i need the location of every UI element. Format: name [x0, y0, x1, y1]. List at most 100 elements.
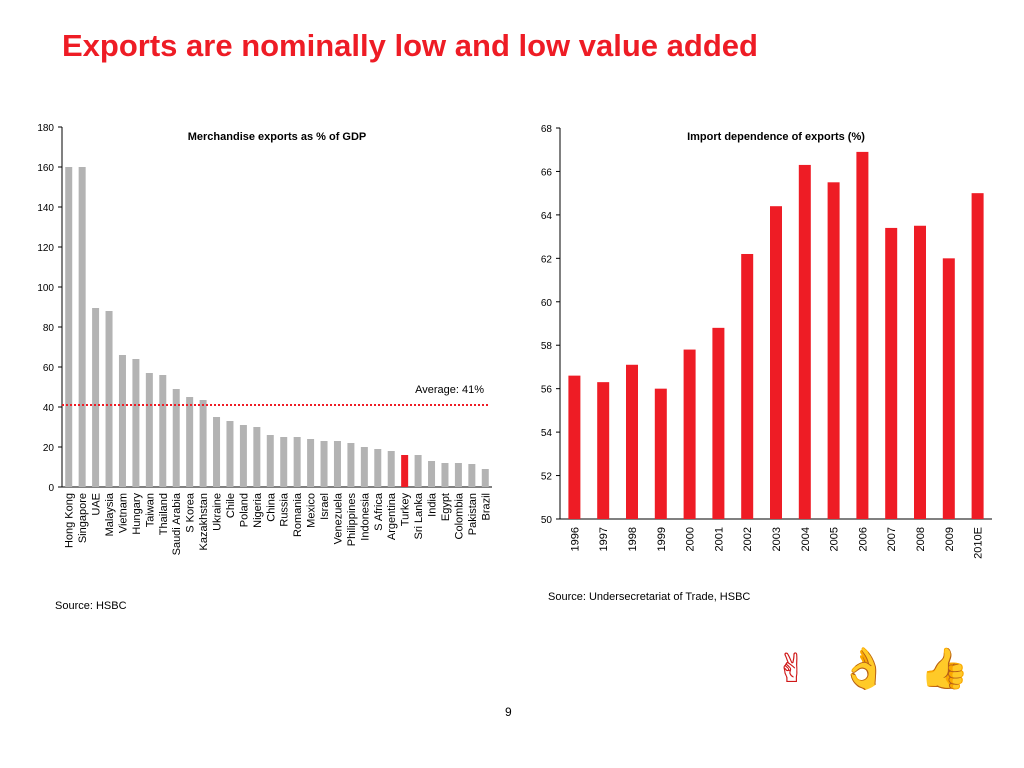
- x-tick-label: Hong Kong: [64, 493, 76, 548]
- y-tick-label: 0: [48, 483, 54, 494]
- y-tick-label: 60: [541, 298, 553, 309]
- bar-kazakhstan: [199, 400, 207, 487]
- x-tick-label: Taiwan: [144, 493, 156, 527]
- x-tick-label: 2003: [771, 527, 783, 551]
- bar-2003: [770, 206, 782, 519]
- y-tick-label: 66: [541, 167, 553, 178]
- y-tick-label: 120: [37, 243, 54, 254]
- bar-2006: [856, 151, 869, 519]
- thumbs-up-icon: 👍: [919, 646, 970, 692]
- bar-brazil: [481, 469, 489, 487]
- x-tick-label: Russia: [279, 492, 291, 527]
- x-tick-label: Egypt: [440, 493, 452, 521]
- y-tick-label: 140: [37, 203, 54, 214]
- x-tick-label: Hungary: [131, 493, 143, 535]
- bar-malaysia: [105, 311, 113, 487]
- bar-2004: [798, 164, 811, 519]
- average-label: Average: 41%: [415, 384, 484, 396]
- bar-singapore: [78, 167, 86, 487]
- bar-turkey: [401, 455, 409, 487]
- bar-chile: [226, 421, 234, 487]
- page-number: 9: [505, 705, 512, 719]
- x-tick-label: Brazil: [480, 493, 492, 521]
- x-tick-label: S Africa: [373, 492, 385, 531]
- y-tick-label: 64: [541, 211, 553, 222]
- bar-sri-lanka: [414, 455, 422, 487]
- chart-title: Merchandise exports as % of GDP: [188, 131, 367, 143]
- bar-1999: [654, 388, 667, 519]
- bar-uae: [92, 308, 100, 487]
- bar-philippines: [347, 443, 355, 487]
- x-tick-label: India: [427, 492, 439, 517]
- x-tick-label: Philippines: [346, 493, 358, 547]
- x-tick-label: Israel: [319, 493, 331, 520]
- x-tick-label: Ukraine: [212, 493, 224, 531]
- x-tick-label: 1997: [598, 527, 610, 551]
- y-tick-label: 58: [541, 341, 553, 352]
- x-tick-label: Turkey: [400, 493, 412, 527]
- bar-pakistan: [468, 464, 476, 487]
- y-tick-label: 56: [541, 385, 553, 396]
- x-tick-label: 2000: [685, 527, 697, 551]
- x-tick-label: Romania: [292, 492, 304, 537]
- bar-mexico: [307, 439, 315, 487]
- y-tick-label: 62: [541, 254, 553, 265]
- bar-thailand: [159, 375, 167, 487]
- x-tick-label: Nigeria: [252, 492, 264, 528]
- bar-russia: [280, 437, 288, 487]
- hand-icons: ✌ 👌 👍: [775, 645, 988, 692]
- x-tick-label: Saudi Arabia: [171, 492, 183, 555]
- bar-2002: [741, 253, 754, 519]
- x-tick-label: Kazakhstan: [198, 493, 210, 550]
- y-tick-label: 60: [43, 363, 55, 374]
- x-tick-label: Colombia: [453, 492, 465, 539]
- bar-2000: [683, 349, 696, 519]
- bar-hungary: [132, 359, 140, 487]
- victory-hand-icon: ✌: [775, 646, 809, 692]
- x-tick-label: Mexico: [306, 493, 318, 528]
- x-tick-label: Malaysia: [104, 492, 116, 536]
- chart-title: Import dependence of exports (%): [687, 131, 865, 143]
- bar-venezuela: [333, 441, 341, 487]
- bar-vietnam: [118, 355, 126, 487]
- bar-india: [428, 461, 436, 487]
- x-tick-label: 2010E: [973, 527, 985, 559]
- bar-colombia: [454, 463, 462, 487]
- x-tick-label: Venezuela: [332, 492, 344, 544]
- x-tick-label: 2008: [915, 527, 927, 551]
- x-tick-label: 2009: [944, 527, 956, 551]
- bar-israel: [320, 441, 328, 487]
- x-tick-label: 2004: [800, 527, 812, 551]
- bar-saudi-arabia: [172, 389, 180, 487]
- bar-poland: [239, 425, 247, 487]
- x-tick-label: Vietnam: [117, 493, 129, 533]
- bar-argentina: [387, 451, 395, 487]
- x-tick-label: 2006: [857, 527, 869, 551]
- bar-2001: [712, 327, 725, 519]
- right-chart-source: Source: Undersecretariat of Trade, HSBC: [548, 591, 751, 603]
- x-tick-label: Chile: [225, 493, 237, 518]
- bar-2005: [827, 182, 840, 520]
- x-tick-label: 2005: [829, 527, 841, 551]
- x-tick-label: 2007: [886, 527, 898, 551]
- bar-s-africa: [374, 449, 382, 487]
- y-tick-label: 54: [541, 428, 553, 439]
- x-tick-label: Poland: [238, 493, 250, 527]
- x-tick-label: 1998: [627, 527, 639, 551]
- x-tick-label: Sri Lanka: [413, 492, 425, 539]
- x-tick-label: 1996: [569, 527, 581, 551]
- bar-romania: [293, 437, 301, 487]
- x-tick-label: 2001: [713, 527, 725, 551]
- x-tick-label: 2002: [742, 527, 754, 551]
- y-tick-label: 180: [37, 123, 54, 134]
- bar-taiwan: [145, 373, 153, 487]
- x-tick-label: Thailand: [158, 493, 170, 535]
- x-tick-label: UAE: [91, 493, 103, 516]
- y-tick-label: 160: [37, 163, 54, 174]
- x-tick-label: 1999: [656, 527, 668, 551]
- x-tick-label: Argentina: [386, 492, 398, 540]
- y-tick-label: 20: [43, 443, 55, 454]
- bar-1998: [626, 364, 638, 519]
